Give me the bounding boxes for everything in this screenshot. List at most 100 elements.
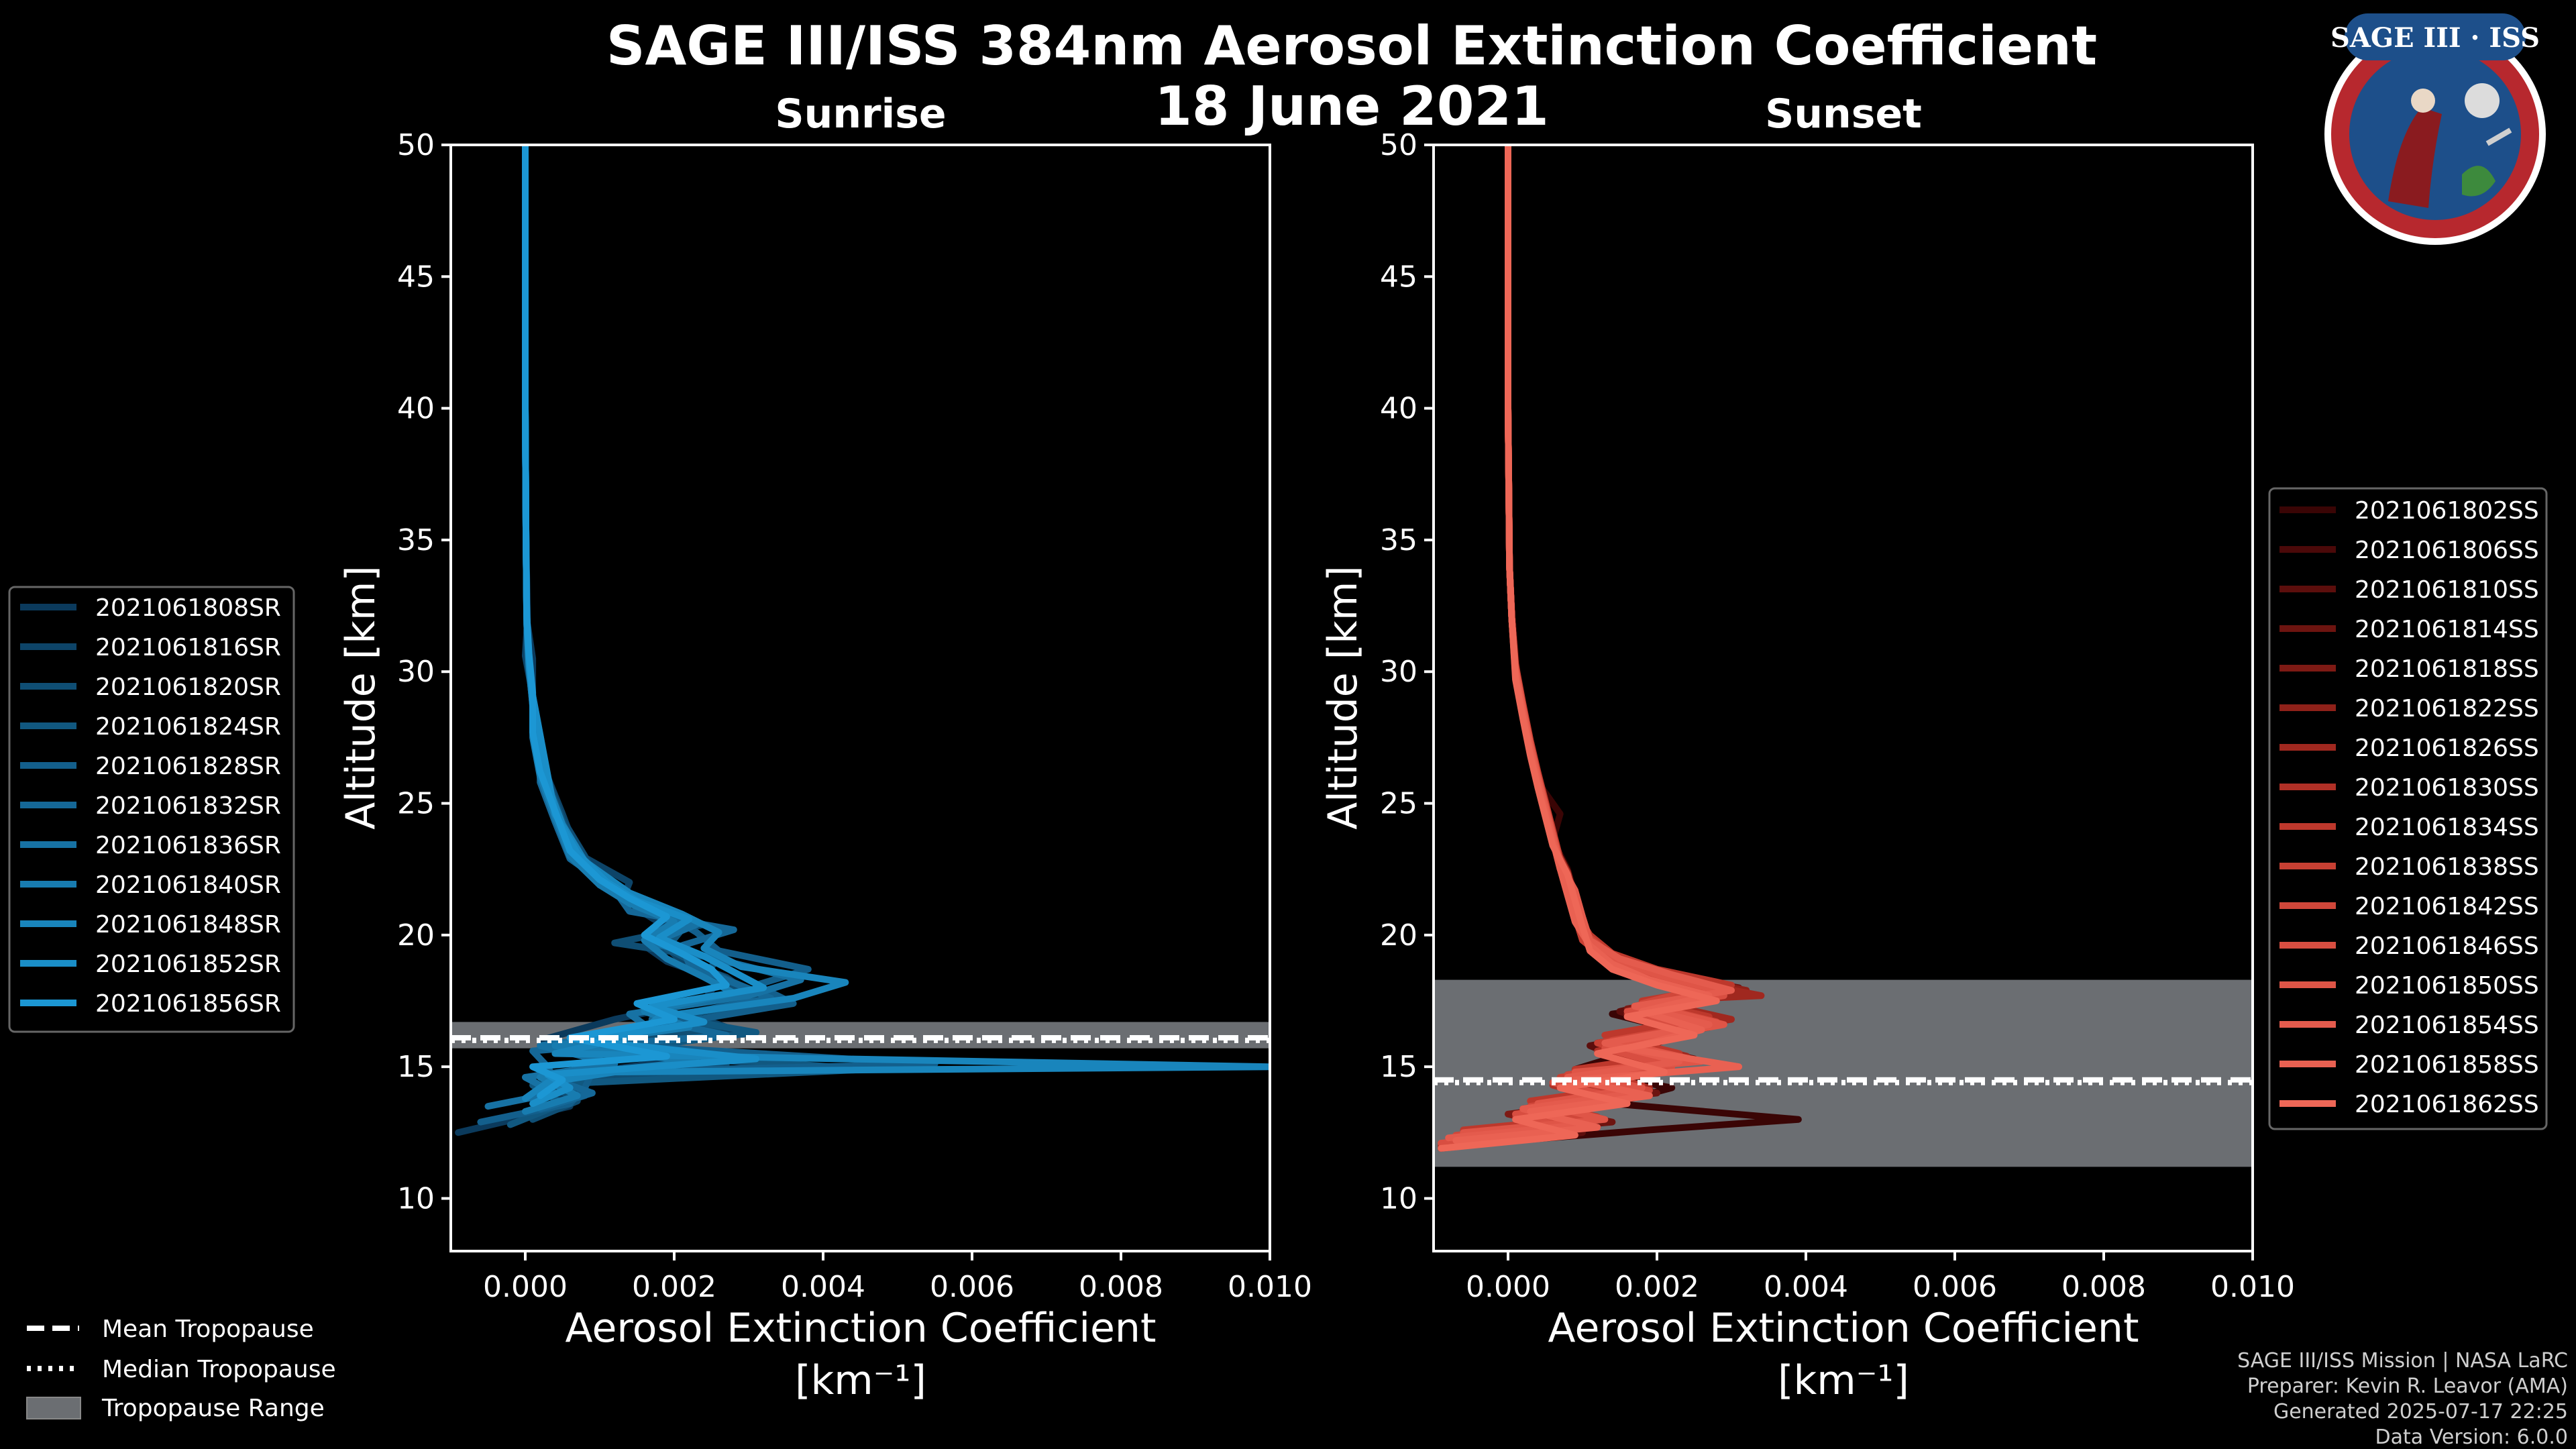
sunset-x-tick-label: 0.006 [1913, 1270, 1997, 1304]
sunrise-y-tick-label: 30 [397, 655, 435, 689]
sunrise-title: Sunrise [775, 91, 946, 138]
sunset-x-axis-label: Aerosol Extinction Coefficient [1548, 1305, 2139, 1352]
sunrise-x-tick-label: 0.006 [930, 1270, 1014, 1304]
sunset-legend-label: 2021061810SS [2355, 576, 2539, 604]
sunset-y-tick-label: 25 [1380, 787, 1417, 821]
sunrise-legend-label: 2021061852SR [95, 951, 281, 978]
sunrise-y-tick-label: 50 [397, 128, 435, 162]
sunset-legend-label: 2021061838SS [2355, 853, 2539, 881]
sunrise-y-tick-label: 15 [397, 1050, 435, 1084]
sunrise-y-tick-label: 35 [397, 523, 435, 557]
sunrise-y-tick-label: 40 [397, 392, 435, 426]
sunset-y-axis-label: Altitude [km] [1320, 566, 1366, 830]
logo-banner [2345, 13, 2526, 60]
sunrise-y-tick-label: 20 [397, 918, 435, 953]
sunset-legend-label: 2021061854SS [2355, 1012, 2539, 1039]
mean-tropopause-label: Mean Tropopause [102, 1316, 314, 1343]
figure-title-line1: SAGE III/ISS 384nm Aerosol Extinction Co… [606, 15, 2097, 77]
sunrise-y-axis: 10 15 20 25 30 35 40 45 50 [397, 128, 451, 1216]
logo-moon-icon [2465, 83, 2500, 118]
sunset-x-axis-unit: [km⁻¹] [1778, 1357, 1909, 1404]
sunset-legend-label: 2021061814SS [2355, 616, 2539, 643]
logo-figure-robe [2388, 107, 2442, 208]
sunrise-x-tick-label: 0.004 [781, 1270, 865, 1304]
sunset-legend-label: 2021061846SS [2355, 932, 2539, 960]
sunset-x-axis: 0.000 0.002 0.004 0.006 0.008 0.010 [1466, 1251, 2295, 1304]
sunset-legend-label: 2021061862SS [2355, 1091, 2539, 1118]
sunset-legend-label: 2021061830SS [2355, 774, 2539, 802]
sunset-legend-label: 2021061858SS [2355, 1051, 2539, 1079]
sunset-title: Sunset [1765, 91, 1922, 138]
tropopause-range-label: Tropopause Range [101, 1395, 325, 1422]
sunset-y-axis: 10 15 20 25 30 35 40 45 50 [1380, 128, 1434, 1216]
sunset-y-tick-label: 50 [1380, 128, 1417, 162]
sunrise-x-axis: 0.000 0.002 0.004 0.006 0.008 0.010 [483, 1251, 1312, 1304]
credit-line4: Data Version: 6.0.0 [2375, 1426, 2568, 1449]
sunset-y-tick-label: 40 [1380, 392, 1417, 426]
median-tropopause-label: Median Tropopause [102, 1356, 336, 1383]
sunrise-legend-label: 2021061808SR [95, 594, 281, 622]
sunset-legend-frame [2268, 487, 2548, 1130]
sunrise-x-tick-label: 0.010 [1228, 1270, 1312, 1304]
sunset-y-tick-label: 15 [1380, 1050, 1417, 1084]
sunrise-panel: Sunrise 0.000 0.002 0.004 0.006 0.008 0.010 1… [337, 91, 1312, 1404]
sunset-y-tick-label: 35 [1380, 523, 1417, 557]
sunrise-legend-label: 2021061832SR [95, 792, 281, 820]
sunrise-plot-frame [449, 144, 1271, 1252]
sunrise-y-tick-label: 25 [397, 787, 435, 821]
sunset-x-tick-label: 0.004 [1764, 1270, 1848, 1304]
sunrise-y-tick-label: 45 [397, 260, 435, 294]
sunrise-legend-label: 2021061840SR [95, 871, 281, 899]
sunset-legend-label: 2021061826SS [2355, 735, 2539, 762]
tropopause-range-swatch [26, 1397, 81, 1419]
sunrise-series-group [455, 145, 1270, 1136]
sunset-y-tick-label: 45 [1380, 260, 1417, 294]
sunset-legend-label: 2021061834SS [2355, 814, 2539, 841]
sage-logo: SAGE III · ISS [2324, 13, 2546, 245]
sunset-x-tick-label: 0.002 [1615, 1270, 1699, 1304]
credit-line3: Generated 2025-07-17 22:25 [2273, 1400, 2568, 1424]
sunset-series-group [1438, 145, 1802, 1152]
logo-text: SAGE III · ISS [2330, 22, 2540, 54]
sunset-x-tick-label: 0.010 [2210, 1270, 2295, 1304]
sunrise-y-tick-label: 10 [397, 1181, 435, 1216]
sunset-legend-label: 2021061802SS [2355, 497, 2539, 525]
credits-block: SAGE III/ISS Mission | NASA LaRC Prepare… [2237, 1349, 2568, 1449]
sunset-legend-label: 2021061806SS [2355, 537, 2539, 564]
sunset-legend-label: 2021061822SS [2355, 695, 2539, 722]
sunrise-legend-label: 2021061836SR [95, 832, 281, 859]
sunset-y-tick-label: 30 [1380, 655, 1417, 689]
sunrise-legend: 2021061808SR 2021061816SR 2021061820SR 2021… [8, 586, 295, 1033]
sunrise-legend-label: 2021061820SR [95, 674, 281, 701]
sunrise-legend-label: 2021061828SR [95, 753, 281, 780]
logo-station-icon [2485, 127, 2512, 146]
sunrise-legend-label: 2021061856SR [95, 990, 281, 1018]
sunset-legend-label: 2021061850SS [2355, 972, 2539, 1000]
sunset-legend: 2021061802SS 2021061806SS 2021061810SS 2021… [2268, 487, 2548, 1130]
sunset-legend-label: 2021061842SS [2355, 893, 2539, 920]
sunrise-x-tick-label: 0.008 [1079, 1270, 1163, 1304]
sunrise-legend-frame [8, 586, 295, 1033]
sunrise-x-tick-label: 0.000 [483, 1270, 568, 1304]
sunrise-legend-label: 2021061824SR [95, 713, 281, 741]
figure-title-line2: 18 June 2021 [1155, 75, 1549, 138]
sunrise-x-axis-label: Aerosol Extinction Coefficient [566, 1305, 1157, 1352]
logo-figure-head [2411, 89, 2435, 113]
sunset-x-tick-label: 0.008 [2061, 1270, 2146, 1304]
credit-line2: Preparer: Kevin R. Leavor (AMA) [2247, 1375, 2568, 1398]
sunrise-legend-label: 2021061848SR [95, 911, 281, 938]
sunset-panel: Sunset 0.000 0.002 0.004 0.006 0.008 0.010 10… [1320, 91, 2295, 1404]
sunset-y-tick-label: 10 [1380, 1181, 1417, 1216]
sunrise-x-tick-label: 0.002 [632, 1270, 716, 1304]
sunrise-legend-label: 2021061816SR [95, 634, 281, 661]
logo-earth-land [2462, 166, 2496, 197]
tropopause-legend: Mean Tropopause Median Tropopause Tropop… [26, 1316, 336, 1422]
sunset-legend-label: 2021061818SS [2355, 655, 2539, 683]
sunrise-x-axis-unit: [km⁻¹] [795, 1357, 926, 1404]
sunset-x-tick-label: 0.000 [1466, 1270, 1550, 1304]
credit-line1: SAGE III/ISS Mission | NASA LaRC [2237, 1349, 2568, 1373]
sunset-plot-frame [1432, 144, 2254, 1252]
sunrise-y-axis-label: Altitude [km] [337, 566, 384, 830]
